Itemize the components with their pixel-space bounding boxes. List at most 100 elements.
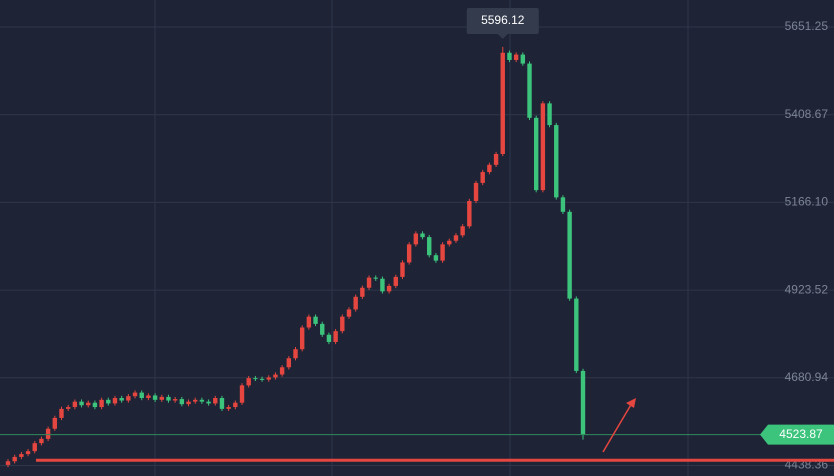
candle-body <box>406 244 412 263</box>
candle-body <box>493 153 499 165</box>
candle-body <box>59 408 64 418</box>
candle-body <box>533 117 539 191</box>
candle-body <box>166 396 171 401</box>
y-tick-label: 5166.10 <box>785 195 829 209</box>
y-tick-label: 4680.94 <box>785 370 829 384</box>
candle-body <box>5 461 11 465</box>
candle-body <box>447 240 452 245</box>
candle-body <box>346 309 352 317</box>
candle-body <box>386 285 392 292</box>
candle-body <box>65 407 71 409</box>
candle-body <box>299 327 305 350</box>
candle-body <box>246 378 251 386</box>
candle-body <box>106 399 111 404</box>
candle-body <box>433 255 439 261</box>
candle-body <box>427 237 432 256</box>
candle-body <box>567 211 572 299</box>
candle-body <box>293 349 298 359</box>
candle-body <box>226 407 231 409</box>
candle-body <box>286 358 292 368</box>
arrow-line <box>602 402 633 453</box>
candle-body <box>360 287 365 297</box>
candle-body <box>400 262 405 277</box>
candle-body <box>199 399 205 402</box>
candle-body <box>507 52 512 60</box>
candle-body <box>326 334 332 342</box>
candle-body <box>99 399 104 408</box>
max-label-pointer <box>497 34 508 39</box>
candle-body <box>79 401 84 406</box>
candle-body <box>32 443 37 452</box>
candle-body <box>52 417 58 429</box>
candle-body <box>460 226 465 236</box>
candle-body <box>453 235 459 241</box>
candle-body <box>306 316 312 328</box>
candle-body <box>520 54 526 64</box>
candle-body <box>366 277 372 288</box>
candle-body <box>86 402 91 406</box>
candle-body <box>320 323 325 335</box>
candle-body <box>126 396 131 401</box>
candle-body <box>487 164 492 173</box>
candle-body <box>239 385 245 403</box>
candle-body <box>467 200 472 227</box>
candle-body <box>213 398 218 404</box>
last-price-box <box>760 424 834 445</box>
candle-body <box>560 197 566 212</box>
candle-body <box>233 402 238 408</box>
candle-body <box>219 398 225 409</box>
candle-body <box>540 103 546 191</box>
candle-body <box>139 392 144 399</box>
overlay: 4523.87 5596.12 <box>0 8 834 462</box>
candle-body <box>119 398 124 401</box>
candle-body <box>473 182 479 201</box>
candle-body <box>172 399 178 401</box>
candle-body <box>353 296 358 310</box>
candle-body <box>186 401 191 405</box>
y-tick-label: 5651.25 <box>785 19 829 33</box>
candle-body <box>159 396 164 400</box>
candle-body <box>19 454 24 457</box>
candle-body <box>132 392 138 397</box>
candle-body <box>500 52 505 154</box>
max-label: 5596.12 <box>481 13 525 27</box>
candle-body <box>373 277 378 279</box>
candle-body <box>92 402 98 408</box>
candle-body <box>266 377 271 380</box>
candle-body <box>440 244 445 261</box>
candle-body <box>547 103 552 126</box>
candle-body <box>554 125 559 198</box>
arrow-head <box>626 398 636 408</box>
candle-body <box>146 395 151 399</box>
candle-body <box>527 63 532 118</box>
candle-body <box>413 233 419 245</box>
candle-body <box>112 398 118 404</box>
candle-body <box>513 54 519 60</box>
candle-body <box>12 456 17 462</box>
last-price-label: 4523.87 <box>779 427 823 441</box>
candle-body <box>25 451 31 455</box>
candle-body <box>39 438 44 444</box>
candle-body <box>380 278 385 292</box>
y-tick-label: 5408.67 <box>785 107 829 121</box>
y-tick-label: 4923.52 <box>785 282 829 296</box>
candle-body <box>340 316 345 332</box>
candle-body <box>279 367 285 375</box>
candle-body <box>179 399 185 405</box>
candle-body <box>580 370 586 435</box>
candle-body <box>480 172 485 183</box>
candle-body <box>273 374 278 378</box>
candle-body <box>420 233 425 238</box>
candle-body <box>193 399 198 402</box>
candle-body <box>333 331 338 342</box>
candle-body <box>152 395 158 400</box>
max-label-box <box>466 8 539 34</box>
candle-body <box>313 316 318 324</box>
candle-body <box>45 428 51 439</box>
candles <box>5 46 586 468</box>
candle-body <box>253 378 258 380</box>
candle-body <box>259 378 265 380</box>
candle-body <box>72 401 78 408</box>
candle-body <box>393 276 398 286</box>
